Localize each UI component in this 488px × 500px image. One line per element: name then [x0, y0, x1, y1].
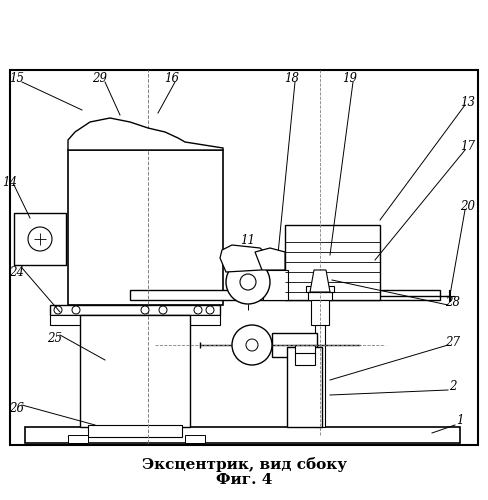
Bar	[80, 315, 190, 427]
Circle shape	[159, 306, 167, 314]
Circle shape	[141, 306, 149, 314]
Circle shape	[28, 227, 52, 251]
Text: 2: 2	[448, 380, 456, 394]
Text: 11: 11	[240, 234, 255, 246]
Text: 25: 25	[47, 332, 62, 344]
Bar	[184, 435, 204, 443]
Circle shape	[205, 306, 214, 314]
Bar	[305, 286, 333, 292]
Circle shape	[54, 306, 62, 314]
Bar	[312, 290, 326, 305]
Bar	[88, 425, 182, 437]
Bar	[310, 300, 328, 325]
Bar	[286, 347, 321, 427]
Text: 18: 18	[284, 72, 299, 85]
Polygon shape	[254, 248, 285, 270]
Text: 19: 19	[342, 72, 357, 85]
Text: 17: 17	[460, 140, 474, 153]
Text: 29: 29	[92, 72, 107, 85]
Text: 13: 13	[460, 96, 474, 108]
Polygon shape	[220, 245, 267, 272]
Text: 20: 20	[460, 200, 474, 213]
Bar	[307, 292, 331, 300]
Text: 15: 15	[9, 72, 24, 85]
Bar	[50, 305, 220, 315]
Circle shape	[231, 325, 271, 365]
Text: 24: 24	[9, 266, 24, 278]
Text: 1: 1	[455, 414, 463, 428]
Bar	[285, 225, 379, 300]
Text: 27: 27	[445, 336, 460, 348]
Bar	[294, 353, 314, 365]
Bar	[14, 213, 66, 265]
Bar	[50, 315, 220, 325]
Polygon shape	[309, 270, 329, 292]
Text: 14: 14	[2, 176, 18, 188]
Circle shape	[240, 274, 256, 290]
Bar	[263, 270, 287, 300]
Bar	[68, 150, 223, 305]
Bar	[271, 333, 316, 357]
Bar	[294, 345, 314, 355]
Polygon shape	[68, 118, 223, 150]
Bar	[68, 435, 88, 443]
Text: 28: 28	[445, 296, 460, 308]
Bar	[10, 70, 477, 445]
Bar	[314, 292, 325, 427]
Circle shape	[72, 306, 80, 314]
Circle shape	[225, 260, 269, 304]
Text: Эксцентрик, вид сбоку: Эксцентрик, вид сбоку	[141, 458, 346, 472]
Text: 16: 16	[164, 72, 179, 85]
Circle shape	[245, 339, 258, 351]
Circle shape	[194, 306, 202, 314]
Bar	[130, 290, 439, 300]
Text: 26: 26	[9, 402, 24, 415]
Text: Фиг. 4: Фиг. 4	[215, 473, 272, 487]
Bar	[25, 427, 459, 443]
